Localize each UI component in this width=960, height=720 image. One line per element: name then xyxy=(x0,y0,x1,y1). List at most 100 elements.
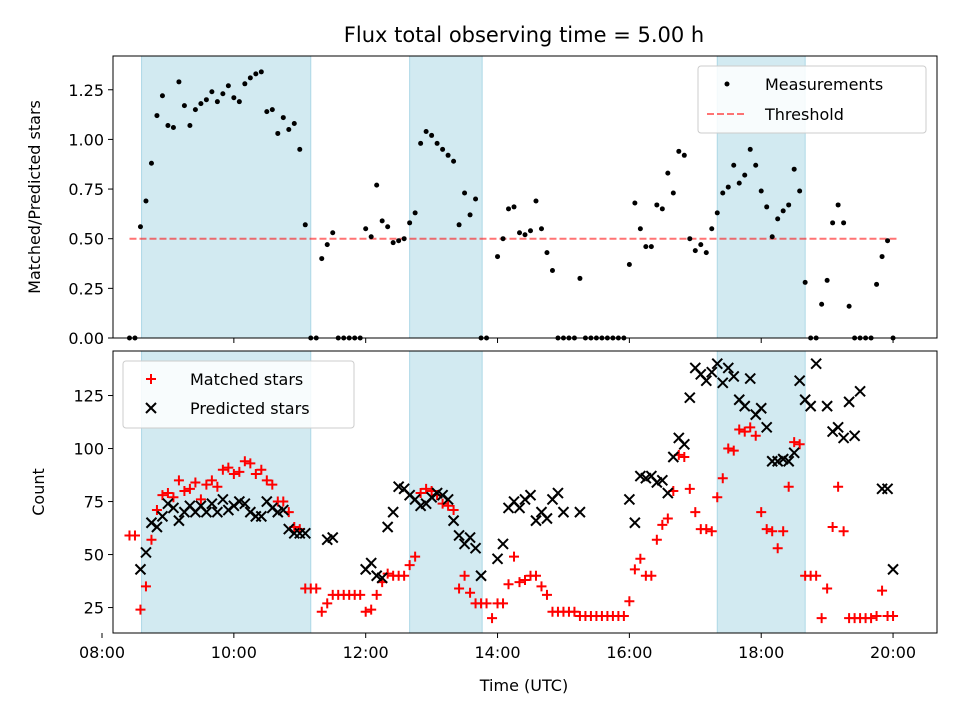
predicted-star-point xyxy=(530,514,542,527)
matched-star-point xyxy=(509,551,520,562)
predicted-star-point xyxy=(744,372,756,385)
measurement-point xyxy=(819,301,825,307)
matched-star-point xyxy=(140,581,151,592)
matched-star-point xyxy=(443,500,454,511)
matched-star-point xyxy=(734,424,745,435)
measurement-point xyxy=(703,250,709,256)
matched-star-point xyxy=(410,551,421,562)
predicted-star-point xyxy=(497,538,509,550)
bottom-legend: Matched stars Predicted stars xyxy=(122,360,355,429)
measurement-point xyxy=(368,234,374,240)
matched-star-point xyxy=(816,613,827,624)
predicted-star-point xyxy=(629,517,641,529)
measurement-point xyxy=(764,204,770,210)
predicted-star-point xyxy=(453,529,465,542)
legend-label-matched: Matched stars xyxy=(190,370,303,389)
matched-star-point xyxy=(794,439,805,450)
matched-star-point xyxy=(217,464,228,475)
measurement-point xyxy=(165,123,171,129)
measurement-point xyxy=(577,275,583,281)
matched-legend-marker xyxy=(146,374,156,384)
matched-star-point xyxy=(201,479,212,490)
measurement-point xyxy=(385,224,391,230)
matched-star-point xyxy=(569,606,580,617)
predicted-star-point xyxy=(387,506,399,518)
predicted-star-point xyxy=(755,402,767,414)
measurement-point xyxy=(522,232,528,238)
measurement-point xyxy=(780,208,786,214)
predicted-star-point xyxy=(706,366,718,378)
predicted-star-point xyxy=(475,570,487,582)
measurement-point xyxy=(626,262,632,268)
measurement-point xyxy=(429,132,435,138)
matched-star-point xyxy=(459,570,470,581)
matched-star-point xyxy=(245,458,256,469)
measurement-point xyxy=(687,236,693,242)
bottom-panel: 25 50 75 100 125 08:00 10:00 12:00 14:00 16:00 18… xyxy=(29,350,938,695)
measurement-point xyxy=(517,230,523,236)
matched-star-point xyxy=(514,577,525,588)
measurement-point xyxy=(451,158,457,164)
predicted-star-point xyxy=(760,421,773,434)
matched-star-point xyxy=(322,598,333,609)
measurement-point xyxy=(363,226,369,232)
top-y-tick-label: 0.00 xyxy=(68,329,104,348)
predicted-star-point xyxy=(854,385,866,397)
predicted-star-point xyxy=(327,531,339,544)
measurement-point xyxy=(698,242,704,248)
matched-star-point xyxy=(157,490,168,501)
measurement-point xyxy=(291,121,297,127)
measurement-point xyxy=(440,146,446,152)
measurement-point xyxy=(538,226,544,232)
matched-star-point xyxy=(717,473,728,484)
x-tick-label: 14:00 xyxy=(474,643,520,662)
measurement-point xyxy=(527,228,533,234)
measurement-point xyxy=(681,152,687,158)
top-y-ticks: 0.00 0.25 0.50 0.75 1.00 1.25 xyxy=(68,81,113,348)
top-shaded-interval-1 xyxy=(409,55,483,339)
matched-star-point xyxy=(404,560,415,571)
legend-label-threshold: Threshold xyxy=(764,105,844,124)
measurement-point xyxy=(676,148,682,154)
measurement-point xyxy=(280,115,286,121)
measurement-point xyxy=(736,180,742,186)
predicted-star-point xyxy=(623,493,636,506)
measurement-point xyxy=(330,230,336,236)
x-tick-label: 18:00 xyxy=(738,643,784,662)
top-y-axis-label: Matched/Predicted stars xyxy=(25,100,44,294)
predicted-star-point xyxy=(722,362,734,374)
measurement-point xyxy=(154,113,160,119)
measurement-point xyxy=(643,244,649,250)
measurement-point xyxy=(500,236,506,242)
predicted-star-point xyxy=(469,542,482,554)
measurement-point xyxy=(412,210,418,216)
measurement-point xyxy=(253,71,259,77)
matched-star-point xyxy=(541,589,552,600)
measurement-point xyxy=(879,254,885,260)
matched-star-point xyxy=(624,596,635,607)
matched-star-point xyxy=(822,583,833,594)
measurement-point xyxy=(885,238,891,244)
matched-star-point xyxy=(888,611,899,622)
matched-star-point xyxy=(772,543,783,554)
measurement-point xyxy=(709,226,715,232)
measurement-point xyxy=(258,69,264,75)
matched-star-point xyxy=(629,564,640,575)
measurement-point xyxy=(143,198,149,204)
x-tick-label: 12:00 xyxy=(343,643,389,662)
measurement-point xyxy=(203,97,209,103)
matched-star-point xyxy=(750,430,761,441)
matched-star-point xyxy=(234,466,245,477)
measurement-point xyxy=(462,190,468,196)
predicted-star-point xyxy=(782,455,795,467)
measurement-point xyxy=(659,206,665,212)
matched-star-point xyxy=(415,488,426,499)
x-axis-label: Time (UTC) xyxy=(479,676,568,695)
measurement-point xyxy=(758,188,764,194)
matched-star-point xyxy=(239,456,250,467)
measurement-point xyxy=(181,103,187,109)
predicted-star-point xyxy=(173,514,185,527)
predicted-star-point xyxy=(239,497,251,510)
measurement-point xyxy=(170,124,176,130)
predicted-star-point xyxy=(376,572,388,584)
